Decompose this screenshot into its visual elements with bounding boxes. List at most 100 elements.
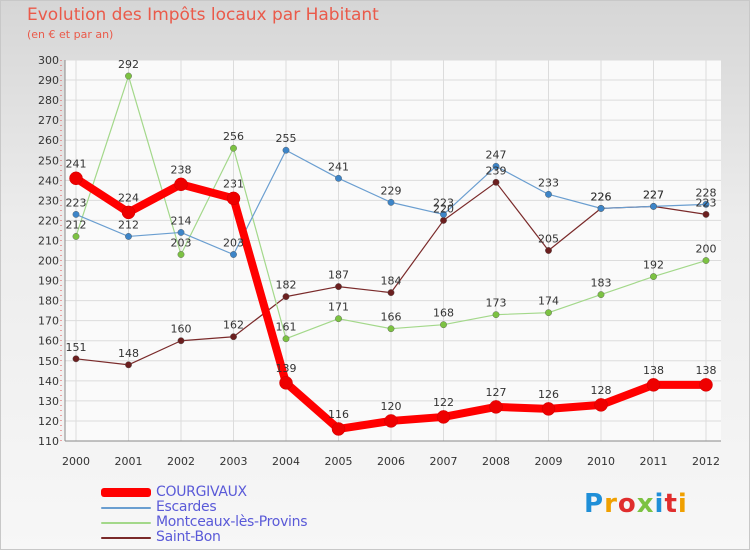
data-label: 226 [591,190,612,203]
y-tick-label: 270 [38,114,59,127]
data-label: 241 [66,157,87,170]
data-point [384,414,398,428]
data-label: 233 [538,176,559,189]
data-point [335,283,342,290]
data-point [594,398,608,412]
data-label: 171 [328,301,349,314]
data-point [702,211,710,218]
y-tick-label: 280 [38,94,59,107]
data-point [282,146,290,154]
data-point [597,291,605,299]
y-tick-label: 150 [38,355,59,368]
data-point [230,333,237,341]
y-tick-label: 170 [38,315,59,328]
data-point [335,315,342,323]
y-tick-label: 180 [38,295,59,308]
data-point [545,309,552,317]
y-tick-label: 190 [38,275,59,288]
legend-label-montceaux: Montceaux-lès-Provins [156,514,308,530]
y-tick-label: 240 [38,174,59,187]
data-point [125,72,132,80]
x-tick-label: 2009 [535,455,563,468]
data-label: 212 [66,218,87,231]
data-point [331,422,346,436]
x-tick-label: 2006 [377,455,405,468]
y-tick-label: 290 [38,74,59,87]
y-tick-label: 220 [38,214,59,227]
data-label: 220 [433,202,454,215]
data-point [436,410,451,424]
data-label: 292 [118,58,139,71]
data-label: 227 [643,188,664,201]
data-label: 187 [328,269,349,282]
data-label: 138 [643,364,664,377]
data-point [230,144,237,152]
logo-letter: P [584,489,605,519]
data-point [125,361,132,369]
x-tick-label: 2007 [430,455,458,468]
y-tick-label: 160 [38,335,59,348]
data-point [492,311,500,319]
data-point [489,400,503,414]
data-label: 212 [118,218,139,231]
x-tick-label: 2005 [325,455,353,468]
legend-label-escardes: Escardes [156,499,217,515]
y-tick-label: 250 [38,154,59,167]
data-point [387,198,395,206]
data-point [492,162,500,170]
data-label: 173 [486,297,507,310]
data-label: 128 [591,384,612,397]
logo-letter: r [604,489,618,519]
data-label: 227 [643,188,664,201]
data-point [440,217,447,224]
y-tick-label: 130 [38,395,59,408]
data-label: 183 [591,277,612,290]
data-point [597,204,605,212]
data-label: 122 [433,396,454,409]
data-label: 256 [223,130,244,143]
data-label: 228 [696,186,717,199]
legend-swatch-montceaux [101,522,151,524]
data-label: 223 [696,196,717,209]
legend-label-saint-bon: Saint-Bon [156,529,221,545]
y-tick-label: 260 [38,134,59,147]
logo-letter: i [654,489,665,519]
data-point [72,211,80,218]
data-label: 231 [223,177,244,190]
data-point [174,177,188,192]
data-point [541,402,556,416]
x-tick-label: 2011 [640,455,668,468]
data-point [177,251,185,258]
y-tick-label: 210 [38,234,59,247]
data-label: 255 [276,132,297,145]
data-point [699,378,713,392]
y-tick-label: 230 [38,194,59,207]
data-label: 139 [276,362,297,375]
data-point [545,247,552,254]
data-point [440,321,447,329]
data-label: 205 [538,233,559,246]
data-label: 174 [538,295,559,308]
data-label: 127 [486,386,507,399]
data-point [69,171,83,186]
legend-swatch-courgivaux [101,488,151,497]
data-label: 168 [433,307,454,320]
data-point [279,376,293,390]
x-tick-label: 2004 [272,455,300,468]
data-point [177,229,185,236]
chart-title: Evolution des Impôts locaux par Habitant [27,5,379,25]
data-label: 203 [223,237,244,250]
data-label: 138 [696,364,717,377]
data-point [121,205,136,220]
data-point [125,233,132,240]
data-point [335,174,342,182]
data-label: 239 [486,164,507,177]
data-point [492,178,500,186]
data-point [545,190,552,198]
chart-subtitle: (en € et par an) [27,28,114,41]
logo-letter: x [636,489,655,519]
line-chart: 110 120 130 140 150 160 170 180 190 200 210 220 230 2… [38,54,721,468]
data-label: 203 [171,237,192,250]
x-tick-label: 2002 [167,455,195,468]
